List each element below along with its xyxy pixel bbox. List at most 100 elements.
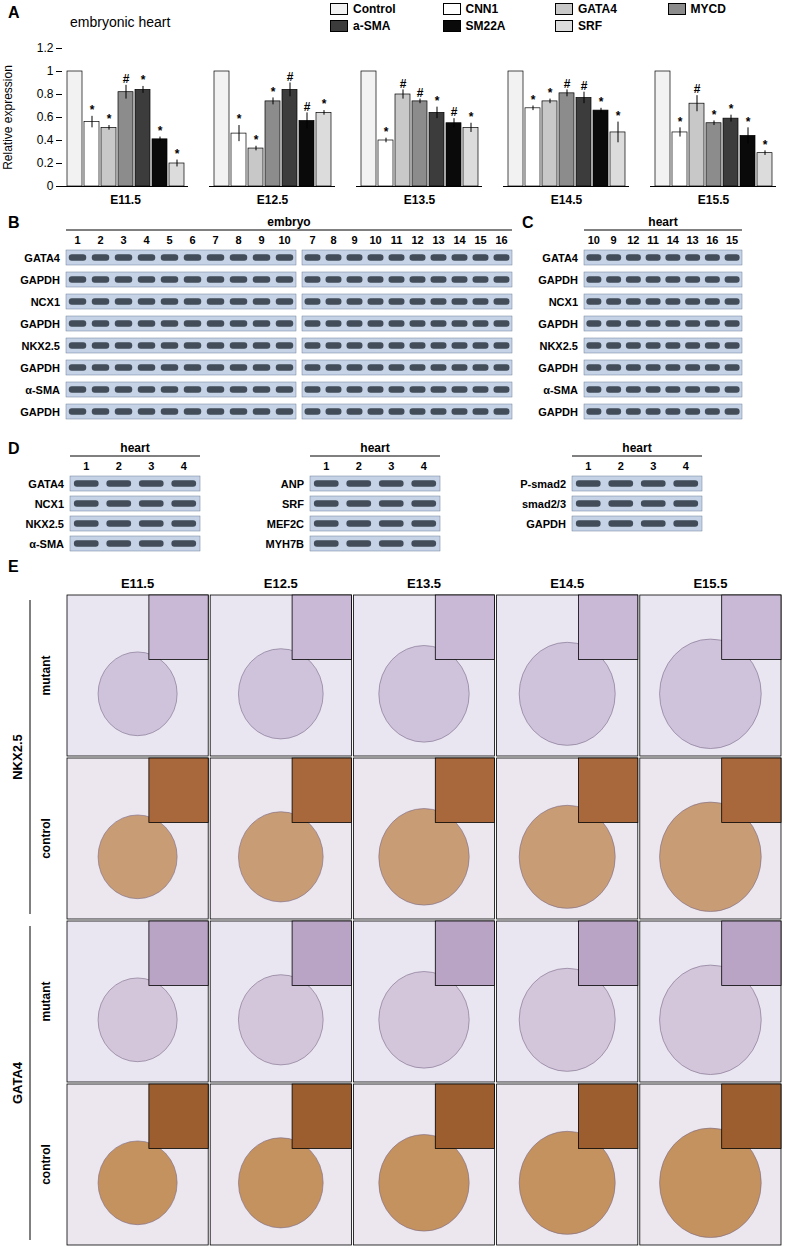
svg-text:B: B xyxy=(8,214,20,231)
svg-text:heart: heart xyxy=(120,441,149,455)
svg-text:2: 2 xyxy=(116,460,122,472)
svg-text:E11.5: E11.5 xyxy=(121,576,154,591)
svg-text:3: 3 xyxy=(148,460,154,472)
svg-text:GAPDH: GAPDH xyxy=(538,362,578,374)
svg-text:3: 3 xyxy=(388,460,394,472)
svg-text:#: # xyxy=(400,77,407,91)
svg-text:heart: heart xyxy=(648,215,677,229)
svg-text:*: * xyxy=(141,73,146,87)
svg-text:GAPDH: GAPDH xyxy=(526,518,566,530)
svg-text:E15.5: E15.5 xyxy=(698,193,730,207)
svg-text:GAPDH: GAPDH xyxy=(20,274,60,286)
svg-text:control: control xyxy=(39,818,53,859)
svg-text:*: * xyxy=(254,133,259,147)
svg-text:SRF: SRF xyxy=(282,498,304,510)
svg-text:MEF2C: MEF2C xyxy=(267,518,304,530)
svg-text:*: * xyxy=(729,102,734,116)
svg-text:E13.5: E13.5 xyxy=(407,576,441,591)
svg-text:7: 7 xyxy=(212,234,218,246)
svg-text:11: 11 xyxy=(391,234,403,246)
svg-text:4: 4 xyxy=(181,460,188,472)
svg-text:8: 8 xyxy=(235,234,241,246)
svg-text:#: # xyxy=(304,100,311,114)
svg-text:10: 10 xyxy=(278,234,290,246)
svg-text:1.2: 1.2 xyxy=(37,41,54,55)
svg-text:1: 1 xyxy=(323,460,329,472)
svg-text:14: 14 xyxy=(667,234,680,246)
svg-text:NCX1: NCX1 xyxy=(31,296,60,308)
svg-text:E: E xyxy=(8,558,19,575)
svg-text:7: 7 xyxy=(309,234,315,246)
svg-text:smad2/3: smad2/3 xyxy=(522,498,566,510)
svg-text:0.2: 0.2 xyxy=(37,156,54,170)
svg-text:heart: heart xyxy=(622,441,651,455)
svg-text:GAPDH: GAPDH xyxy=(20,318,60,330)
svg-text:NCX1: NCX1 xyxy=(549,296,578,308)
svg-text:11: 11 xyxy=(647,234,659,246)
svg-text:control: control xyxy=(39,1144,53,1185)
svg-text:heart: heart xyxy=(360,441,389,455)
svg-text:4: 4 xyxy=(143,234,150,246)
svg-text:E15.5: E15.5 xyxy=(693,576,727,591)
svg-text:10: 10 xyxy=(588,234,600,246)
svg-text:mutant: mutant xyxy=(39,982,53,1022)
svg-text:NKX2.5: NKX2.5 xyxy=(539,340,578,352)
svg-text:8: 8 xyxy=(330,234,336,246)
svg-text:#: # xyxy=(694,82,701,96)
svg-text:*: * xyxy=(271,85,276,99)
svg-text:6: 6 xyxy=(189,234,195,246)
svg-text:GATA4: GATA4 xyxy=(24,252,61,264)
svg-text:*: * xyxy=(90,103,95,117)
svg-text:GAPDH: GAPDH xyxy=(538,318,578,330)
svg-text:*: * xyxy=(531,93,536,107)
svg-text:#: # xyxy=(451,105,458,119)
svg-text:9: 9 xyxy=(611,234,617,246)
svg-text:NKX2.5: NKX2.5 xyxy=(21,340,60,352)
svg-text:GAPDH: GAPDH xyxy=(20,362,60,374)
svg-text:3: 3 xyxy=(650,460,656,472)
svg-text:3: 3 xyxy=(120,234,126,246)
svg-text:#: # xyxy=(123,72,130,86)
svg-text:GATA4: GATA4 xyxy=(10,1061,25,1104)
svg-text:embryo: embryo xyxy=(267,215,310,229)
svg-text:*: * xyxy=(712,108,717,122)
svg-text:1: 1 xyxy=(47,64,54,78)
svg-text:0.8: 0.8 xyxy=(37,87,54,101)
svg-text:1: 1 xyxy=(83,460,89,472)
svg-text:4: 4 xyxy=(683,460,690,472)
svg-text:12: 12 xyxy=(411,234,423,246)
svg-text:15: 15 xyxy=(474,234,486,246)
svg-text:#: # xyxy=(564,77,571,91)
svg-text:16: 16 xyxy=(706,234,718,246)
svg-text:*: * xyxy=(107,112,112,126)
svg-text:*: * xyxy=(763,138,768,152)
svg-text:4: 4 xyxy=(421,460,428,472)
svg-text:2: 2 xyxy=(618,460,624,472)
svg-text:0: 0 xyxy=(47,179,54,193)
svg-text:E13.5: E13.5 xyxy=(404,193,436,207)
svg-text:E11.5: E11.5 xyxy=(110,193,141,207)
svg-text:NKX2.5: NKX2.5 xyxy=(10,734,25,780)
svg-text:12: 12 xyxy=(627,234,639,246)
svg-text:#: # xyxy=(287,70,294,84)
svg-text:NKX2.5: NKX2.5 xyxy=(25,518,64,530)
svg-text:GAPDH: GAPDH xyxy=(538,406,578,418)
svg-text:*: * xyxy=(469,110,474,124)
svg-text:E12.5: E12.5 xyxy=(257,193,289,207)
svg-text:*: * xyxy=(599,95,604,109)
svg-text:16: 16 xyxy=(495,234,507,246)
svg-text:MYH7B: MYH7B xyxy=(265,538,304,550)
svg-text:Relative expression: Relative expression xyxy=(1,65,15,170)
svg-text:mutant: mutant xyxy=(39,656,53,696)
svg-text:9: 9 xyxy=(351,234,357,246)
svg-text:#: # xyxy=(581,79,588,93)
svg-text:13: 13 xyxy=(687,234,699,246)
svg-text:GATA4: GATA4 xyxy=(542,252,579,264)
svg-text:2: 2 xyxy=(97,234,103,246)
svg-text:*: * xyxy=(746,115,751,129)
svg-text:9: 9 xyxy=(258,234,264,246)
svg-text:1: 1 xyxy=(585,460,591,472)
svg-text:α-SMA: α-SMA xyxy=(29,538,64,550)
svg-text:α-SMA: α-SMA xyxy=(25,384,60,396)
svg-text:#: # xyxy=(417,86,424,100)
